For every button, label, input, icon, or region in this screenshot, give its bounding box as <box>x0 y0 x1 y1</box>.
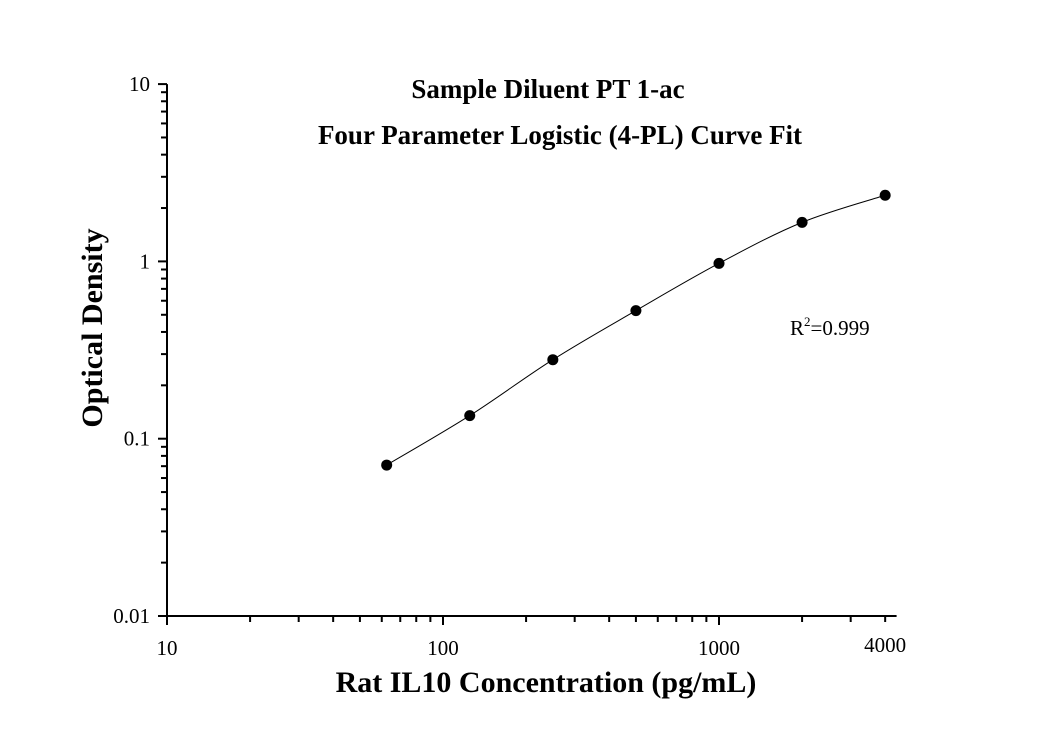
x-tick-label: 100 <box>427 636 459 660</box>
y-tick-label: 0.01 <box>113 604 150 628</box>
x-tick-label: 1000 <box>698 636 740 660</box>
data-point <box>630 305 642 317</box>
y-tick-label: 1 <box>140 249 151 273</box>
y-tick-label: 0.1 <box>124 427 150 451</box>
y-axis-label: Optical Density <box>76 228 109 427</box>
data-point <box>879 189 891 201</box>
r-squared-annotation: R2=0.999 <box>790 314 870 340</box>
data-point <box>796 216 808 228</box>
chart-title: Sample Diluent PT 1-ac <box>411 74 684 104</box>
data-point <box>713 257 725 269</box>
data-point <box>547 354 559 366</box>
x-tick-label: 10 <box>157 636 178 660</box>
y-tick-label: 10 <box>129 72 150 96</box>
x-tick-label: 4000 <box>864 633 906 657</box>
data-point <box>381 459 393 471</box>
data-point <box>464 410 476 422</box>
x-axis-label: Rat IL10 Concentration (pg/mL) <box>336 666 757 699</box>
chart-subtitle: Four Parameter Logistic (4-PL) Curve Fit <box>318 120 802 150</box>
